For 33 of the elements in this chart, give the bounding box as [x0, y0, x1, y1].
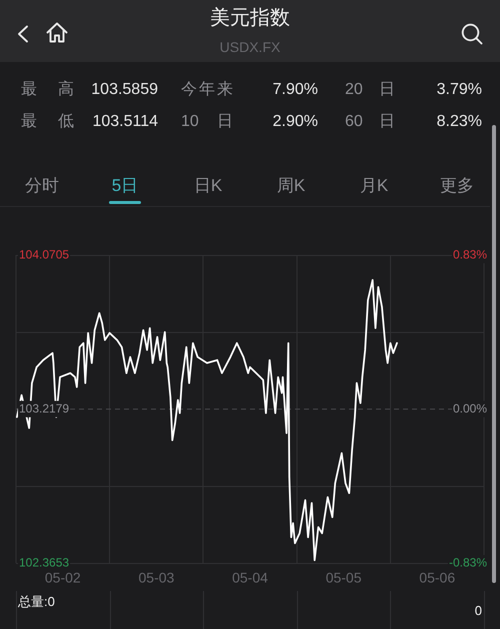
- text: 7.90%: [272, 80, 318, 100]
- y2-tick-label: -0.83%: [448, 556, 488, 570]
- text: 20 日: [345, 80, 395, 100]
- x-tick-label: 05-05: [326, 569, 362, 586]
- x-tick-label: 05-04: [232, 569, 268, 586]
- text: 更多: [439, 175, 475, 197]
- text: 5日: [110, 175, 140, 197]
- x-tick-label: 05-03: [138, 569, 175, 586]
- text: 10 日: [181, 112, 233, 132]
- x-tick-label: 05-02: [44, 569, 81, 586]
- y-tick-label: 104.0705: [19, 247, 70, 262]
- chart-title: 美元指数: [209, 6, 291, 31]
- text: 103.5114: [91, 112, 158, 132]
- text: 103.5859: [90, 80, 158, 100]
- text: 今年来: [181, 80, 233, 100]
- text: 0: [474, 603, 482, 618]
- chart-subtitle: USDX.FX: [218, 38, 282, 56]
- text: 3.79%: [436, 80, 482, 100]
- text: 8.23%: [436, 112, 482, 132]
- text: 最 低: [21, 112, 74, 132]
- y2-tick-label: 0.00%: [452, 401, 488, 416]
- text: 日K: [192, 175, 224, 197]
- y-tick-label: 103.2179: [19, 401, 70, 416]
- text: 60 日: [345, 112, 395, 132]
- text: 周K: [276, 175, 306, 197]
- text: 2.90%: [272, 112, 318, 132]
- text: 最 高: [21, 80, 74, 100]
- y2-tick-label: 0.83%: [452, 247, 488, 262]
- y-tick-label: 102.3653: [19, 556, 70, 570]
- text: 分时: [24, 175, 60, 197]
- x-tick-label: 05-06: [419, 569, 456, 586]
- text: 月K: [358, 175, 390, 197]
- text: 总量:0: [18, 594, 55, 609]
